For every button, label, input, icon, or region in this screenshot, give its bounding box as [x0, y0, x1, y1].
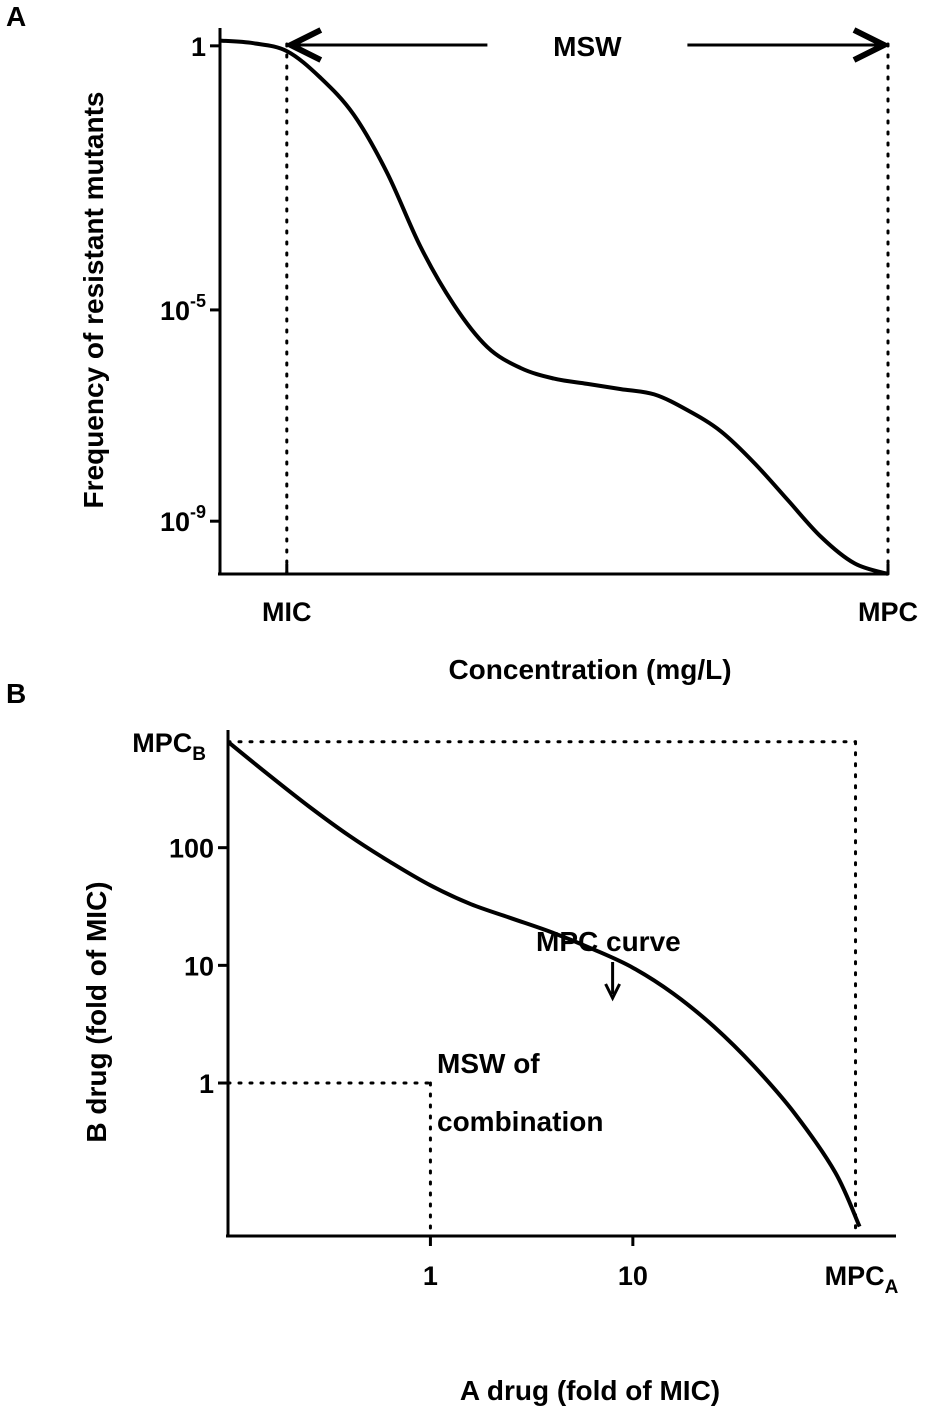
mpc-curve-pointer-head — [604, 983, 621, 1002]
panel-b-y-tick-label: 1 — [199, 1069, 214, 1099]
panel-a-y-tick-label: 10-5​ — [160, 291, 206, 326]
combination-label: combination — [437, 1106, 603, 1137]
panel-b-y-axis-title: B drug (fold of MIC) — [81, 881, 112, 1142]
msw-label: MSW — [553, 31, 622, 62]
panel-a-y-axis-title: Frequency of resistant mutants — [78, 92, 109, 509]
panel-b-x-tick-label: 1 — [423, 1261, 438, 1291]
panel-a-curve — [219, 38, 889, 576]
panel-a-y-tick-label: 10-9​ — [160, 502, 206, 537]
panel-b-y-tick-label: 10 — [184, 951, 214, 981]
panel-b-x-tick-label: MPCA — [825, 1261, 899, 1298]
panel-label-b: B — [6, 678, 26, 709]
mpc-curve — [226, 740, 862, 1228]
panel-a-y-tick-label: 1 — [191, 32, 206, 62]
mpc-curve-label: MPC curve — [536, 926, 681, 957]
panel-b-y-tick-label: MPCB — [132, 728, 206, 765]
panel-b-x-axis-title: A drug (fold of MIC) — [460, 1375, 720, 1406]
panel-b: 1 10 100 MPCB 1 10 MPCA MPC curve MSW of comb… — [81, 728, 899, 1406]
panel-a-x-axis-title: Concentration (mg/L) — [448, 654, 731, 685]
panel-a-marker-mpc-label: MPC — [858, 597, 918, 627]
panel-b-y-tick-label: 100 — [169, 834, 214, 864]
panel-b-x-tick-label: 10 — [618, 1261, 648, 1291]
panel-a: 1 10-5​ 10-9​ MIC MPC MSW Concentration (mg… — [78, 28, 918, 685]
panel-a-marker-mic-label: MIC — [262, 597, 312, 627]
panel-label-a: A — [6, 1, 26, 32]
msw-of-label: MSW of — [437, 1048, 540, 1079]
